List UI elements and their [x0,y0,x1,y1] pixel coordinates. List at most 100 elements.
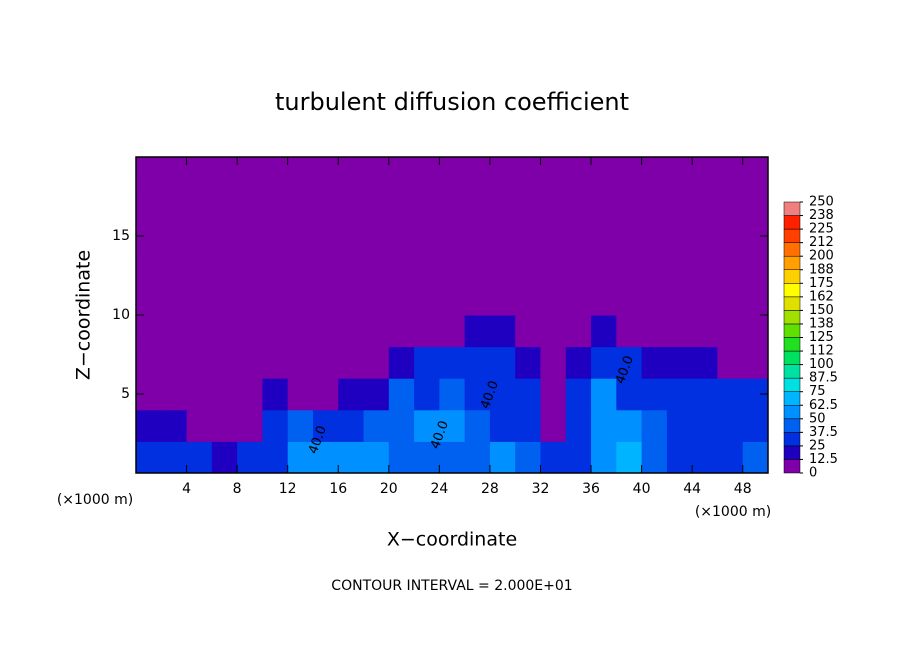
cell [287,409,314,442]
x-tick-label: 36 [582,481,600,497]
cell [186,315,213,348]
cell [161,157,188,190]
colorbar-label: 37.5 [809,425,838,440]
cell [464,188,491,221]
cell [540,251,567,284]
cell [742,315,769,348]
cell [489,346,516,379]
cell [312,346,339,379]
colorbar-label: 225 [809,222,834,237]
cell [388,188,415,221]
cell [388,346,415,379]
cell [515,409,541,442]
cell [489,157,516,190]
cell [161,378,188,411]
cell [489,441,516,474]
cell [692,220,718,253]
cell [388,220,415,253]
colorbar-swatch [783,228,801,243]
cell [489,251,516,284]
cell [641,441,668,474]
cell [692,378,718,411]
colorbar-label: 238 [809,208,834,223]
cell [161,315,188,348]
y-tick-label: 15 [112,228,130,244]
cell [414,157,440,190]
cell [363,220,390,253]
cell [591,220,617,253]
cell [641,157,668,190]
cell [287,188,314,221]
cell [717,378,744,411]
cell [211,315,238,348]
cell [616,220,643,253]
cell [338,346,365,379]
cell [237,441,263,474]
cell [666,157,693,190]
cell [641,346,668,379]
cell [591,157,617,190]
cell [338,251,365,284]
colorbar-label: 50 [809,411,826,426]
cell [237,315,263,348]
cell [312,188,339,221]
cell [489,315,516,348]
cell [717,157,744,190]
cell [717,441,744,474]
cell [363,441,390,474]
cell [591,441,617,474]
cell [211,378,238,411]
cell [666,441,693,474]
cell [287,283,314,316]
cell [540,157,567,190]
colorbar-swatch [783,432,801,447]
cell [540,378,567,411]
cell [439,409,466,442]
cell [717,188,744,221]
cell [287,251,314,284]
cell [515,315,541,348]
cell [591,409,617,442]
cell [464,283,491,316]
cell [186,188,213,221]
cell [363,409,390,442]
y-unit: (×1000 m) [57,492,133,508]
cell [136,157,162,190]
colorbar-label: 100 [809,357,834,372]
cell [136,409,162,442]
cell [287,157,314,190]
cell [262,346,289,379]
colorbar-label: 125 [809,330,834,345]
colorbar-swatch [783,418,801,433]
cell [262,283,289,316]
cell [464,220,491,253]
cell [439,346,466,379]
colorbar-swatch [783,377,801,392]
x-tick-label: 28 [481,481,499,497]
colorbar-swatch [783,255,801,271]
cell [262,220,289,253]
cell [717,283,744,316]
cell [237,283,263,316]
cell [414,378,440,411]
cell [338,441,365,474]
colorbar-swatch [783,310,801,325]
cell [287,220,314,253]
cell [262,409,289,442]
cell [262,157,289,190]
cell [237,346,263,379]
cell [616,378,643,411]
cell [666,315,693,348]
cell [742,441,769,474]
cell [540,315,567,348]
cell [489,188,516,221]
cell [136,251,162,284]
cell [565,409,592,442]
cell [717,251,744,284]
colorbar-swatch [783,296,801,311]
y-tick-label: 10 [112,307,130,323]
cell [136,283,162,316]
cell [136,441,162,474]
cell [540,346,567,379]
